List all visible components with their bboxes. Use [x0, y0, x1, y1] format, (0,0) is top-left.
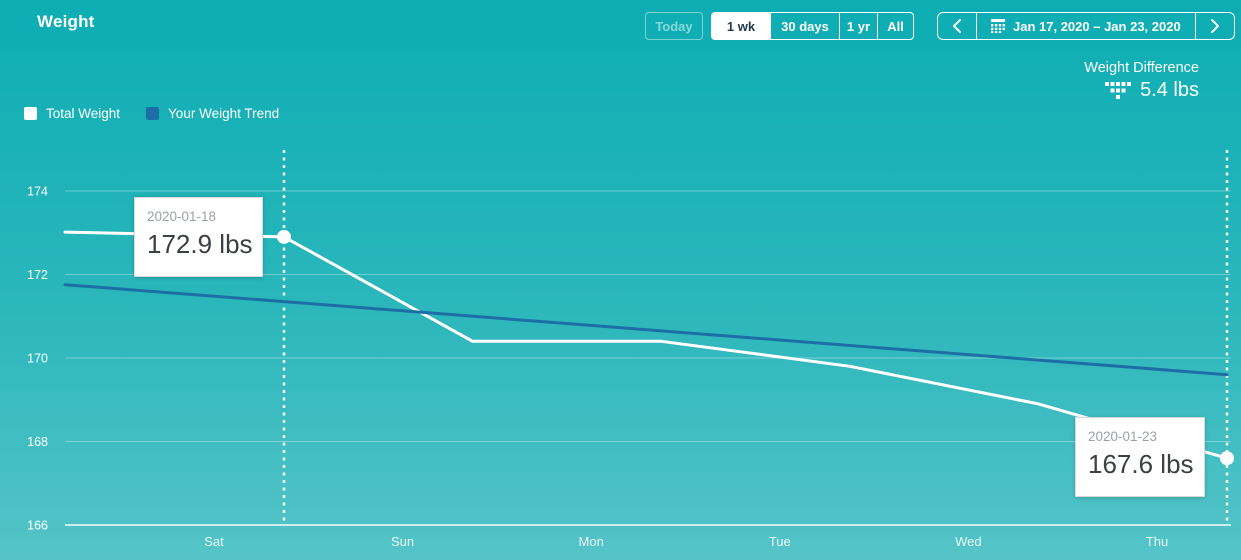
x-tick-label: Sat: [204, 534, 224, 549]
x-tick-label: Tue: [769, 534, 791, 549]
x-tick-label: Wed: [955, 534, 982, 549]
y-tick-label: 172: [27, 268, 48, 282]
y-tick-label: 170: [27, 352, 48, 366]
legend-item-weight-trend[interactable]: Your Weight Trend: [146, 106, 279, 121]
chevron-right-icon: [1210, 19, 1219, 33]
weight-difference-value: 5.4 lbs: [1140, 79, 1199, 101]
your-weight-trend-line: [63, 283, 1229, 377]
total-weight-line: [63, 230, 1229, 460]
tooltip-2020-01-18: 2020-01-18 172.9 lbs: [134, 197, 263, 277]
tooltip-date: 2020-01-23: [1088, 429, 1158, 444]
legend-item-total-weight[interactable]: Total Weight: [24, 106, 120, 121]
range-1wk-button[interactable]: 1 wk: [712, 13, 770, 39]
legend-label: Your Weight Trend: [168, 106, 280, 121]
y-tick-label: 168: [27, 435, 48, 449]
weight-difference-summary: Weight Difference 5.4 lbs: [1084, 60, 1199, 102]
data-point-marker[interactable]: [1220, 451, 1234, 466]
x-tick-label: Thu: [1146, 534, 1168, 549]
range-1yr-button[interactable]: 1 yr: [839, 13, 877, 39]
date-range-label: Jan 17, 2020 – Jan 23, 2020: [1013, 18, 1181, 34]
y-tick-label: 166: [27, 519, 48, 533]
tooltip-value: 172.9 lbs: [147, 229, 253, 259]
legend-label: Total Weight: [46, 106, 121, 121]
tooltip-value: 167.6 lbs: [1088, 449, 1194, 479]
tooltip-date: 2020-01-18: [147, 209, 217, 224]
calendar-icon: [991, 19, 1005, 33]
chevron-left-icon: [953, 19, 961, 33]
weight-trend-swatch-icon: [146, 107, 160, 120]
next-week-button[interactable]: [1196, 13, 1234, 39]
tooltip-2020-01-23: 2020-01-23 167.6 lbs: [1075, 417, 1205, 497]
prev-week-button[interactable]: [938, 13, 976, 39]
x-tick-label: Sun: [391, 534, 414, 549]
range-30days-button[interactable]: 30 days: [770, 13, 839, 39]
page-title: Weight: [37, 12, 95, 31]
today-button[interactable]: Today: [645, 12, 703, 40]
weight-difference-label: Weight Difference: [1084, 60, 1199, 76]
date-range-display[interactable]: Jan 17, 2020 – Jan 23, 2020: [976, 13, 1196, 39]
scale-dots-icon: [1105, 82, 1132, 99]
chart-legend: Total Weight Your Weight Trend: [24, 106, 279, 121]
total-weight-swatch-icon: [24, 107, 37, 120]
range-toggle-group: 1 wk 30 days 1 yr All: [711, 12, 914, 40]
date-navigator: Jan 17, 2020 – Jan 23, 2020: [937, 12, 1235, 40]
range-all-button[interactable]: All: [877, 13, 913, 39]
data-point-marker[interactable]: [277, 229, 291, 244]
x-tick-label: Mon: [579, 534, 604, 549]
y-tick-label: 174: [27, 185, 48, 199]
